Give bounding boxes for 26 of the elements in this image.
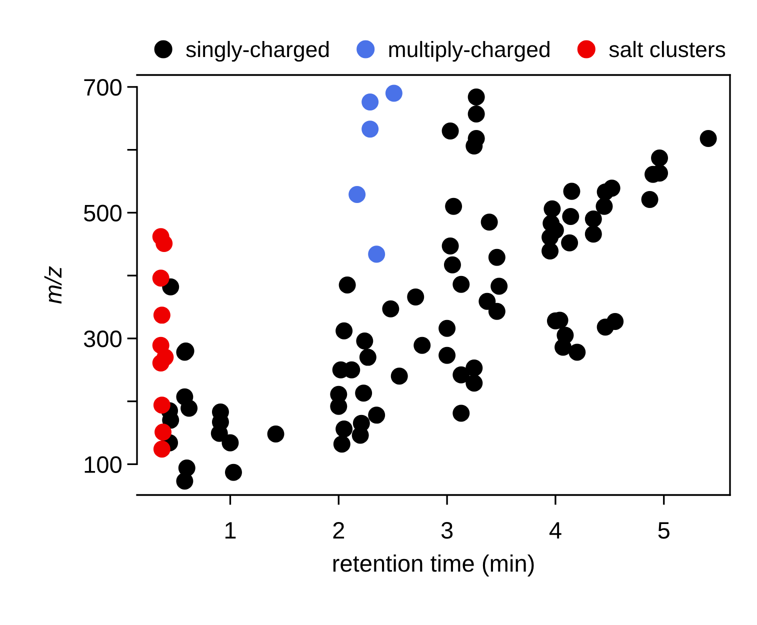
y-tick-label: 100 <box>84 456 122 473</box>
point <box>156 235 173 252</box>
point <box>362 94 379 111</box>
legend-label: multiply-charged <box>389 40 550 62</box>
y-axis-title: m/z <box>44 266 62 304</box>
x-axis-title: retention time (min) <box>333 554 534 577</box>
point <box>348 186 366 203</box>
point <box>385 84 402 102</box>
y-tick-label: 700 <box>84 79 122 96</box>
x-tick-label: 2 <box>333 522 344 538</box>
point <box>153 396 170 414</box>
point <box>153 306 170 324</box>
y-tick-label: 500 <box>84 204 122 222</box>
legend-label: singly-charged <box>186 40 329 62</box>
point <box>368 246 386 263</box>
point <box>153 440 170 458</box>
point <box>362 120 379 138</box>
x-tick-label: 5 <box>658 522 670 539</box>
point <box>154 424 172 441</box>
point <box>152 354 170 372</box>
x-tick-label: 4 <box>549 522 562 538</box>
legend-label: salt clusters <box>609 40 726 58</box>
point <box>152 270 170 287</box>
x-tick-label: 1 <box>225 522 236 538</box>
x-tick-label: 3 <box>441 522 453 539</box>
y-tick-label: 300 <box>84 330 122 348</box>
